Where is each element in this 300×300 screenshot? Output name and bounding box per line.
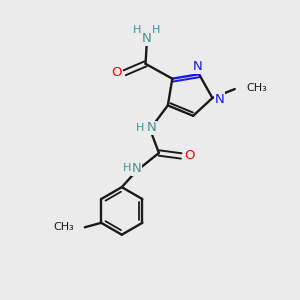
Text: H: H <box>123 163 131 173</box>
Text: H: H <box>133 25 142 34</box>
Text: N: N <box>142 32 152 45</box>
Text: O: O <box>184 149 195 162</box>
Text: H: H <box>136 123 145 133</box>
Text: N: N <box>132 162 142 175</box>
Text: CH₃: CH₃ <box>246 83 267 94</box>
Text: N: N <box>193 60 202 73</box>
Text: N: N <box>147 121 156 134</box>
Text: H: H <box>152 25 161 34</box>
Text: O: O <box>111 66 122 79</box>
Text: N: N <box>215 93 225 106</box>
Text: CH₃: CH₃ <box>54 222 74 232</box>
